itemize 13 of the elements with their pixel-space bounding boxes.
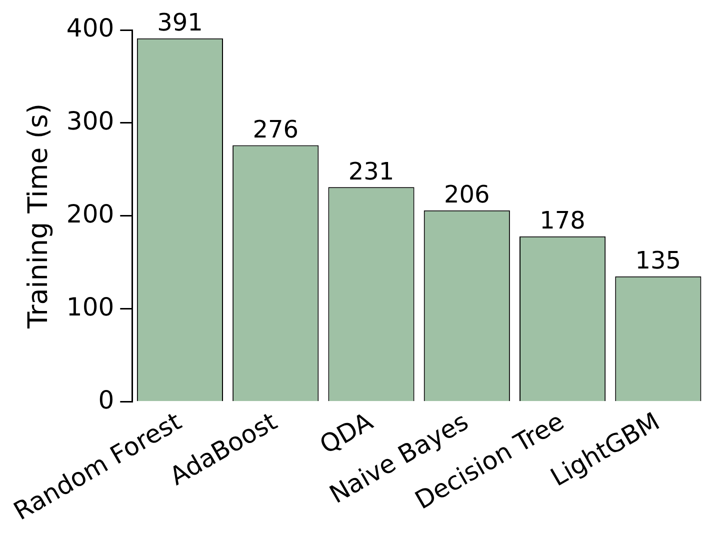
y-tick-label: 300 [66, 106, 114, 136]
data-label: 206 [444, 180, 490, 209]
data-label: 231 [348, 157, 394, 186]
x-tick-label: QDA [314, 406, 378, 460]
data-label: 178 [540, 206, 586, 235]
y-tick-label: 100 [66, 292, 114, 322]
y-tick-label: 200 [66, 199, 114, 228]
data-label: 391 [157, 8, 203, 37]
data-label: 135 [635, 246, 682, 275]
data-label: 276 [252, 116, 299, 144]
y-tick-label: 0 [98, 385, 114, 414]
y-axis-title: Training Time (s) [23, 104, 54, 330]
y-tick-label: 400 [66, 14, 114, 42]
